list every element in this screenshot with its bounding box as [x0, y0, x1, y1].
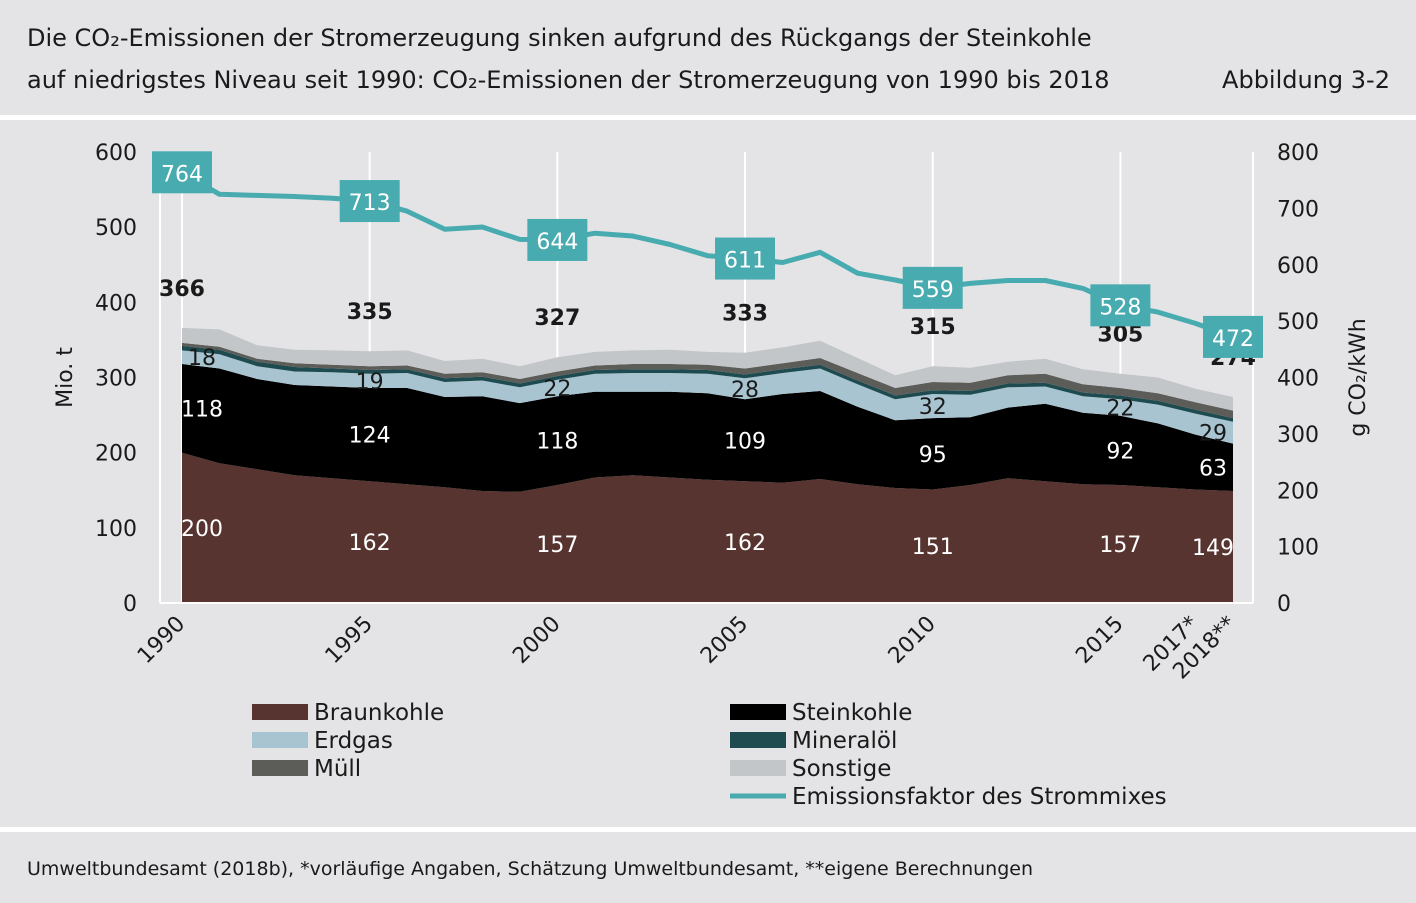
- total-value-label: 315: [910, 315, 956, 340]
- segment-value-label: 95: [919, 443, 947, 468]
- emission-factor-line: [180, 170, 1234, 340]
- y-tick-label-right: 800: [1277, 141, 1319, 166]
- area-braunkohle: [182, 452, 1233, 603]
- legend-swatch-minerall: [730, 732, 786, 748]
- x-tick-label: 2000: [508, 612, 565, 669]
- area-minerall: [182, 345, 1233, 422]
- y-axis-label-right: g CO₂/kWh: [1346, 318, 1371, 436]
- segment-value-label: 151: [912, 535, 954, 560]
- legend-swatch-mll: [252, 760, 308, 776]
- total-value-label: 366: [159, 277, 205, 302]
- emission-factor-badge: [902, 266, 963, 309]
- area-sonstige: [182, 327, 1233, 411]
- segment-value-label: 124: [349, 424, 391, 449]
- emission-factor-label: 644: [536, 230, 578, 255]
- legend-label-braunkohle: Braunkohle: [314, 700, 444, 726]
- segment-value-label: 92: [1106, 439, 1134, 464]
- segment-value-label: 162: [349, 531, 391, 556]
- y-tick-label-right: 100: [1277, 536, 1319, 561]
- legend-swatch-steinkohle: [730, 704, 786, 720]
- figure-label: Abbildung 3-2: [1222, 66, 1390, 94]
- footer-divider: [0, 827, 1416, 832]
- segment-value-label: 118: [536, 430, 578, 455]
- emission-factor-label: 764: [161, 162, 203, 187]
- source-note: Umweltbundesamt (2018b), *vorläufige Ang…: [27, 858, 1033, 880]
- segment-value-label: 162: [724, 531, 766, 556]
- segment-value-label: 109: [724, 429, 766, 454]
- x-tick-label: 1990: [133, 612, 190, 669]
- legend-swatch-erdgas: [252, 732, 308, 748]
- legend-label-steinkohle: Steinkohle: [792, 700, 912, 726]
- segment-value-label: 32: [919, 395, 947, 420]
- chart-area: 0 100 200 300 400 500 600 Mio. t 0 100 200 300 400 50…: [0, 120, 1416, 827]
- segment-value-label: 22: [1106, 397, 1134, 422]
- legend-label-sonstige: Sonstige: [792, 756, 891, 782]
- segment-value-label: 18: [188, 346, 216, 371]
- header-divider: [0, 115, 1416, 120]
- segment-value-label: 22: [543, 377, 571, 402]
- y-tick-label-right: 200: [1277, 479, 1319, 504]
- legend-label-mll: Müll: [314, 756, 361, 782]
- y-tick-label-right: 500: [1277, 310, 1319, 335]
- emission-factor-badge: [152, 151, 212, 194]
- emission-factor-label: 472: [1212, 327, 1254, 352]
- y-tick-label-right: 700: [1277, 197, 1319, 222]
- x-tick-label: 2010: [884, 612, 941, 669]
- x-tick-label: 2005: [696, 612, 753, 669]
- emission-factor-label: 611: [724, 249, 766, 274]
- total-value-label: 305: [1097, 323, 1143, 348]
- legend-swatch-sonstige: [730, 760, 786, 776]
- area-erdgas: [182, 350, 1233, 444]
- segment-value-label: 118: [181, 397, 223, 422]
- y-tick-label-left: 500: [95, 216, 137, 241]
- total-value-label: 333: [722, 302, 768, 327]
- y-tick-label-left: 100: [95, 517, 137, 542]
- segment-value-label: 63: [1199, 456, 1227, 481]
- emission-factor-badge: [1090, 284, 1151, 327]
- emission-factor-badge: [339, 180, 400, 223]
- y-tick-label-left: 600: [95, 141, 137, 166]
- segment-value-label: 149: [1192, 536, 1234, 561]
- segment-value-label: 157: [1099, 533, 1141, 558]
- chart-title-line-2: auf niedrigstes Niveau seit 1990: CO₂-Em…: [27, 66, 1110, 94]
- y-tick-label-right: 400: [1277, 367, 1319, 392]
- legend-swatch-braunkohle: [252, 704, 308, 720]
- emission-factor-badge: [1203, 315, 1263, 358]
- y-tick-label-right: 0: [1277, 592, 1291, 617]
- segment-value-label: 19: [356, 370, 384, 395]
- y-tick-label-left: 0: [123, 592, 137, 617]
- legend-label-emissionsfaktordesstrommixes: Emissionsfaktor des Strommixes: [792, 784, 1167, 810]
- total-value-label: 327: [534, 306, 580, 331]
- emission-factor-label: 559: [912, 278, 954, 303]
- y-tick-label-right: 600: [1277, 254, 1319, 279]
- total-value-label: 335: [347, 300, 393, 325]
- x-tick-label: 2015: [1071, 612, 1128, 669]
- emission-factor-label: 713: [349, 191, 391, 216]
- y-tick-label-left: 400: [95, 291, 137, 316]
- header: Die CO₂-Emissionen der Stromerzeugung si…: [0, 0, 1416, 116]
- segment-value-label: 200: [181, 517, 223, 542]
- emission-factor-badge: [715, 237, 776, 280]
- x-tick-label: 1995: [321, 612, 378, 669]
- emission-factor-badge: [527, 218, 588, 261]
- segment-value-label: 157: [536, 533, 578, 558]
- legend-label-minerall: Mineralöl: [792, 728, 897, 754]
- y-tick-label-left: 200: [95, 442, 137, 467]
- y-tick-label-left: 300: [95, 367, 137, 392]
- y-tick-label-right: 300: [1277, 423, 1319, 448]
- emission-factor-label: 528: [1099, 295, 1141, 320]
- segment-value-label: 29: [1199, 422, 1227, 447]
- y-axis-label-left: Mio. t: [53, 347, 78, 408]
- area-steinkohle: [182, 364, 1233, 492]
- chart-title-line-1: Die CO₂-Emissionen der Stromerzeugung si…: [27, 24, 1092, 52]
- area-mll: [182, 342, 1233, 419]
- emissions-chart: 0 100 200 300 400 500 600 Mio. t 0 100 200 300 400 50…: [53, 141, 1371, 810]
- legend-label-erdgas: Erdgas: [314, 728, 393, 754]
- segment-value-label: 28: [731, 378, 759, 403]
